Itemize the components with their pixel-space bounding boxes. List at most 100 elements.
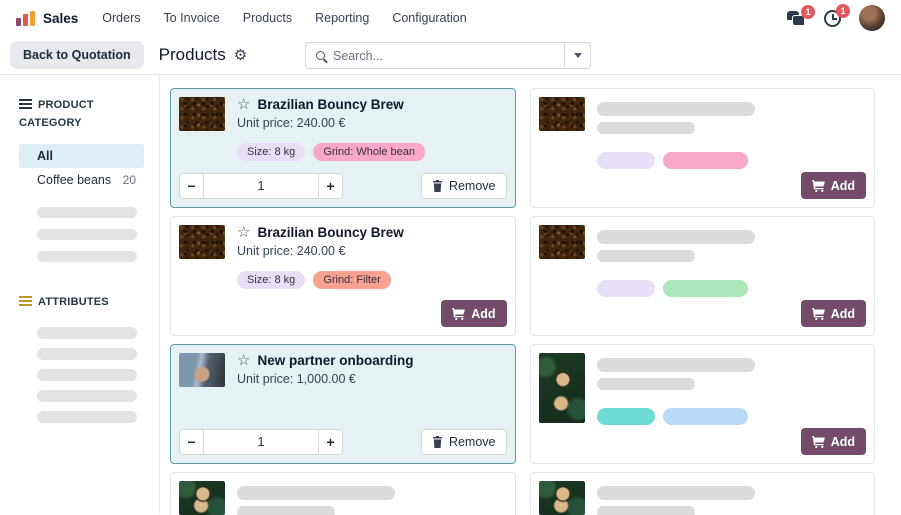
product-image xyxy=(538,97,585,131)
skeleton-title xyxy=(596,486,755,500)
nav-item-configuration[interactable]: Configuration xyxy=(392,11,467,25)
quantity-stepper: − + xyxy=(179,429,343,455)
remove-button[interactable]: Remove xyxy=(420,173,507,199)
qty-increase-button[interactable]: + xyxy=(318,173,343,199)
nav-item-reporting[interactable]: Reporting xyxy=(315,11,370,25)
page-title: Products ⚙ xyxy=(159,45,248,65)
unit-price: Unit price: 1,000.00 € xyxy=(237,372,356,386)
product-card-skeleton[interactable] xyxy=(170,472,516,515)
user-avatar[interactable] xyxy=(859,5,885,31)
attributes-header: ATTRIBUTES xyxy=(19,294,159,312)
cart-icon xyxy=(811,179,825,192)
cart-icon xyxy=(811,307,825,320)
add-label: Add xyxy=(830,178,855,193)
skeleton-category xyxy=(37,207,137,219)
skeleton-title xyxy=(596,358,755,372)
product-image xyxy=(179,353,225,387)
cart-icon xyxy=(452,307,466,320)
skeleton-title xyxy=(596,230,755,244)
skeleton-subtitle xyxy=(596,378,695,390)
search-bar xyxy=(305,42,591,69)
product-card-skeleton[interactable] xyxy=(529,472,875,515)
skeleton-category xyxy=(37,229,137,241)
trash-icon xyxy=(432,180,442,192)
skeleton-tag xyxy=(596,280,655,297)
tag-pill: Size: 8 kg xyxy=(237,143,306,161)
product-image xyxy=(179,481,225,515)
product-image xyxy=(538,225,585,259)
skeleton-tag xyxy=(596,408,655,425)
app-name[interactable]: Sales xyxy=(43,10,79,26)
tag-pill: Grind: Whole bean xyxy=(313,143,426,161)
category-item-all[interactable]: All xyxy=(19,144,144,169)
filters-sidebar: PRODUCT CATEGORY All Coffee beans 20 ATT… xyxy=(0,75,160,514)
add-button[interactable]: Add xyxy=(800,300,866,327)
remove-button[interactable]: Remove xyxy=(420,429,507,455)
qty-input[interactable] xyxy=(204,173,318,199)
product-name: Brazilian Bouncy Brew xyxy=(257,97,404,112)
control-panel: Back to Quotation Products ⚙ xyxy=(0,36,901,75)
skeleton-tag xyxy=(596,152,655,169)
tag-pill: Size: 8 kg xyxy=(237,271,306,289)
product-card-skeleton[interactable]: Add xyxy=(529,216,875,336)
add-button[interactable]: Add xyxy=(441,300,507,327)
product-card-brazilian-filter[interactable]: ☆ Brazilian Bouncy Brew Unit price: 240.… xyxy=(170,216,516,336)
qty-increase-button[interactable]: + xyxy=(318,429,343,455)
search-input[interactable] xyxy=(333,48,564,63)
activities-badge: 1 xyxy=(836,3,850,18)
favorite-star-icon[interactable]: ☆ xyxy=(237,224,251,241)
skeleton-subtitle xyxy=(596,250,695,262)
category-list-icon xyxy=(19,99,32,109)
qty-decrease-button[interactable]: − xyxy=(179,173,204,199)
messages-button[interactable]: 1 xyxy=(787,4,815,26)
attributes-list-icon xyxy=(19,296,32,307)
back-to-quotation-button[interactable]: Back to Quotation xyxy=(10,41,144,69)
add-button[interactable]: Add xyxy=(800,172,866,199)
unit-price: Unit price: 240.00 € xyxy=(237,116,346,130)
search-dropdown-toggle[interactable] xyxy=(564,43,590,68)
messages-badge: 1 xyxy=(801,4,815,19)
skeleton-attribute xyxy=(37,410,137,423)
qty-input[interactable] xyxy=(204,429,318,455)
category-count: 20 xyxy=(122,173,136,188)
skeleton-attribute xyxy=(37,347,137,360)
product-image xyxy=(538,481,585,515)
gear-icon[interactable]: ⚙ xyxy=(233,46,248,64)
category-item-coffee-beans[interactable]: Coffee beans 20 xyxy=(37,173,136,188)
remove-label: Remove xyxy=(448,179,496,193)
qty-decrease-button[interactable]: − xyxy=(179,429,204,455)
clock-icon xyxy=(824,9,841,27)
remove-label: Remove xyxy=(448,435,496,449)
product-image xyxy=(179,97,225,131)
skeleton-attribute xyxy=(37,389,137,402)
trash-icon xyxy=(432,436,442,448)
product-card-brazilian-whole-bean[interactable]: ☆ Brazilian Bouncy Brew Unit price: 240.… xyxy=(170,88,516,208)
product-card-skeleton[interactable]: Add xyxy=(529,344,875,464)
product-card-new-partner-onboarding[interactable]: ☆ New partner onboarding Unit price: 1,0… xyxy=(170,344,516,464)
page-title-label: Products xyxy=(158,45,226,64)
nav-item-orders[interactable]: Orders xyxy=(102,11,141,25)
add-label: Add xyxy=(830,306,855,321)
product-card-skeleton[interactable]: Add xyxy=(529,88,875,208)
favorite-star-icon[interactable]: ☆ xyxy=(237,352,251,369)
skeleton-subtitle xyxy=(596,506,695,515)
add-label: Add xyxy=(830,434,855,449)
add-button[interactable]: Add xyxy=(800,428,866,455)
nav-item-products[interactable]: Products xyxy=(242,11,293,25)
product-name: Brazilian Bouncy Brew xyxy=(257,225,404,240)
favorite-star-icon[interactable]: ☆ xyxy=(237,96,251,113)
skeleton-category xyxy=(37,251,137,263)
skeleton-attribute xyxy=(37,326,137,339)
product-name: New partner onboarding xyxy=(257,353,414,368)
odoo-logo-icon[interactable] xyxy=(16,10,35,26)
skeleton-tag xyxy=(662,152,748,169)
product-category-header: PRODUCT CATEGORY xyxy=(19,99,94,129)
nav-item-to-invoice[interactable]: To Invoice xyxy=(163,11,220,25)
quantity-stepper: − + xyxy=(179,173,343,199)
activities-button[interactable]: 1 xyxy=(824,3,850,27)
skeleton-subtitle xyxy=(237,506,335,515)
chevron-down-icon xyxy=(573,53,582,58)
top-navbar: Sales Orders To Invoice Products Reporti… xyxy=(0,0,901,36)
skeleton-attribute xyxy=(37,368,137,381)
add-label: Add xyxy=(471,306,496,321)
